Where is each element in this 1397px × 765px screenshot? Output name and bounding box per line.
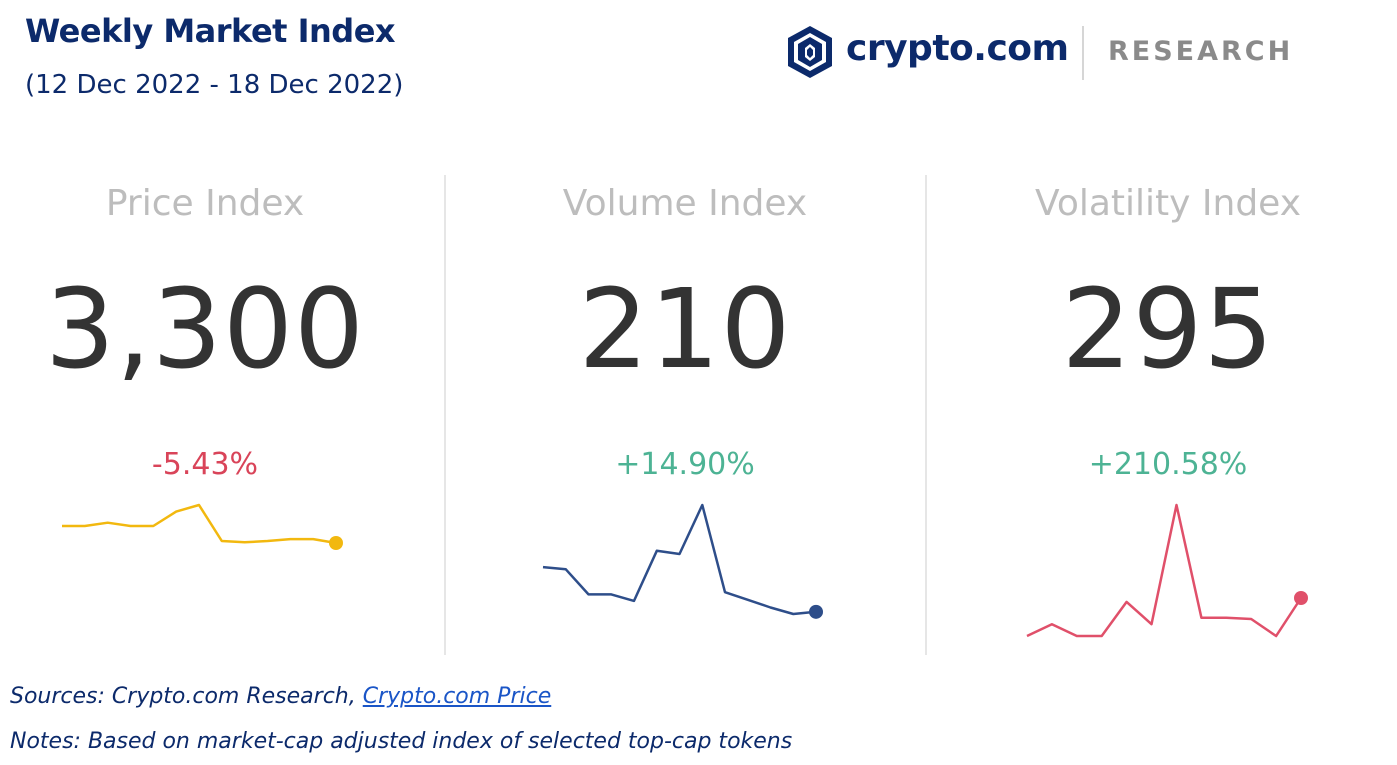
brand-logo[interactable]: crypto.com RESEARCH [786,24,1306,84]
sources-prefix: Sources: Crypto.com Research, [10,684,363,709]
volume-index-value: 210 [578,265,792,393]
volume-index-endpoint [809,604,823,619]
volatility-index-label: Volatility Index [1034,183,1301,224]
logo-wordmark: crypto.com [846,28,1069,69]
page-title: Weekly Market Index [25,12,396,50]
volatility-index-line [1026,503,1303,638]
volume-index-change: +14.90% [615,447,755,482]
volume-index-sparkline [542,503,823,619]
volatility-index-change: +210.58% [1088,447,1248,482]
date-range: (12 Dec 2022 - 18 Dec 2022) [25,70,404,100]
price-index-panel: Price Index 3,300 -5.43% [0,175,445,655]
logo-divider [1082,26,1084,80]
volatility-index-endpoint [1294,591,1308,606]
volume-index-label: Volume Index [562,183,808,224]
price-index-label: Price Index [105,183,305,224]
price-index-sparkline [62,503,343,550]
column-divider [925,175,927,655]
logo-research: RESEARCH [1108,36,1294,67]
volume-index-panel: Volume Index 210 +14.90% [445,175,925,655]
column-divider [444,175,446,655]
price-index-value: 3,300 [45,265,365,393]
sources-note: Sources: Crypto.com Research, Crypto.com… [10,684,551,709]
price-index-line [62,503,337,545]
volume-index-line [542,503,817,616]
volatility-index-sparkline [1026,503,1308,638]
price-index-change: -5.43% [151,447,259,482]
notes-text: Notes: Based on market-cap adjusted inde… [10,729,793,754]
volatility-index-value: 295 [1061,265,1275,393]
crypto-price-link[interactable]: Crypto.com Price [362,684,552,709]
crypto-lion-shield-icon [788,26,832,78]
price-index-endpoint [329,536,343,550]
volatility-index-panel: Volatility Index 295 +210.58% [928,175,1397,655]
